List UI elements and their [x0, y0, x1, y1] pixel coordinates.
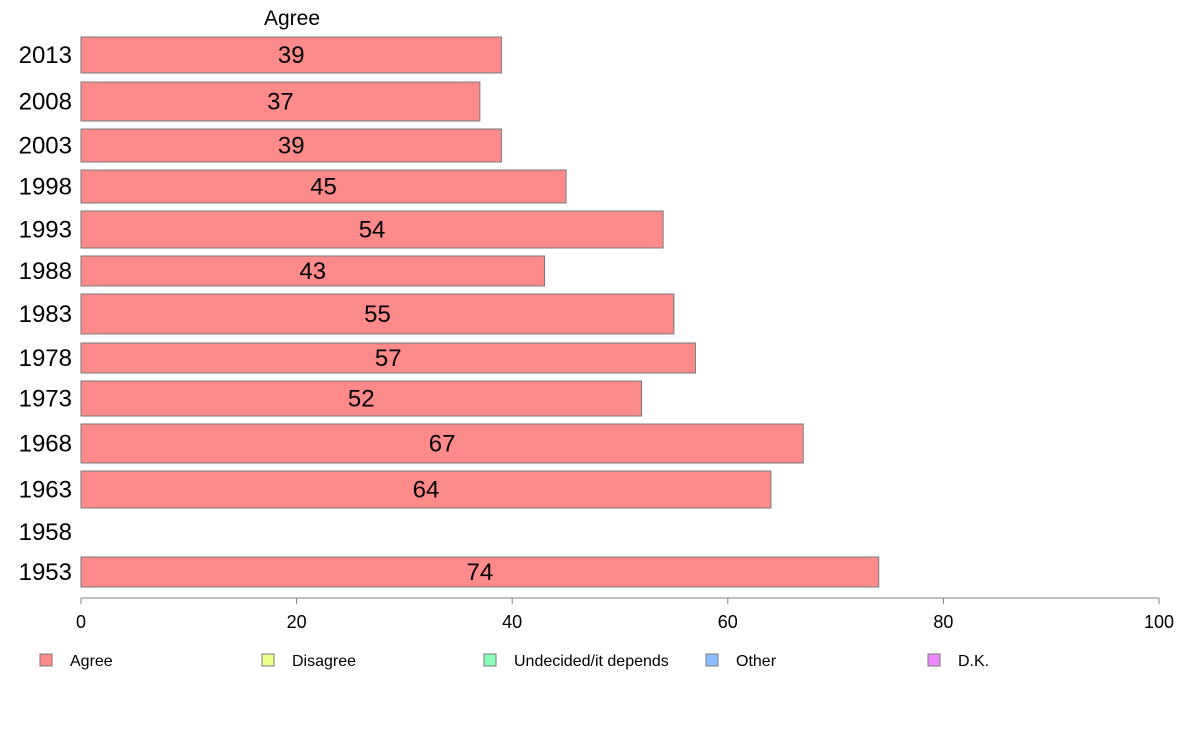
legend-label: D.K. — [958, 653, 989, 670]
bar-value-label: 67 — [429, 431, 456, 458]
x-tick-label: 40 — [502, 612, 522, 632]
bar-value-label: 37 — [267, 89, 294, 116]
category-label: 1978 — [19, 345, 72, 372]
bar-value-label: 39 — [278, 133, 305, 160]
bar-value-label: 43 — [299, 258, 326, 285]
category-label: 1968 — [19, 431, 72, 458]
column-title: Agree — [264, 7, 320, 30]
legend-swatch — [927, 653, 941, 667]
x-tick-label: 0 — [76, 612, 86, 632]
bar — [80, 380, 643, 417]
x-tick-label: 60 — [718, 612, 738, 632]
bar — [80, 342, 696, 374]
bar-value-label: 39 — [278, 42, 305, 69]
bar — [80, 556, 880, 588]
x-tick-label: 100 — [1144, 612, 1174, 632]
category-label: 1988 — [19, 258, 72, 285]
bar — [80, 128, 502, 163]
bar — [80, 255, 546, 287]
bar — [80, 36, 502, 74]
x-axis: 0 20 40 60 80 100 — [76, 597, 1174, 632]
category-label: 1973 — [19, 386, 72, 413]
legend-label: Undecided/it depends — [514, 653, 669, 670]
bar-value-label: 74 — [467, 559, 494, 586]
category-label: 2013 — [19, 42, 72, 69]
bar-value-label: 54 — [359, 217, 386, 244]
category-label: 1993 — [19, 217, 72, 244]
x-tick-label: 80 — [933, 612, 953, 632]
category-label: 2003 — [19, 133, 72, 160]
legend-label: Disagree — [292, 653, 356, 670]
legend-swatch — [483, 653, 497, 667]
category-label: 2008 — [19, 89, 72, 116]
category-label: 1963 — [19, 477, 72, 504]
category-labels: 2013 2008 2003 1998 1993 1988 1983 1978 1973 1968… — [19, 42, 72, 586]
bar — [80, 169, 567, 204]
legend-label: Agree — [70, 653, 113, 670]
bar — [80, 470, 772, 509]
bar-value-label: 45 — [310, 174, 337, 201]
category-label: 1958 — [19, 519, 72, 546]
bar — [80, 293, 675, 335]
legend-swatch — [705, 653, 719, 667]
x-tick-label: 20 — [287, 612, 307, 632]
category-label: 1953 — [19, 559, 72, 586]
bar-value-label: 55 — [364, 301, 391, 328]
category-label: 1983 — [19, 301, 72, 328]
legend-swatch — [39, 653, 53, 667]
bar-value-label: 52 — [348, 386, 375, 413]
bar-value-label: 57 — [375, 345, 402, 372]
bar — [80, 210, 664, 249]
legend-swatch — [261, 653, 275, 667]
category-label: 1998 — [19, 174, 72, 201]
bar — [80, 81, 481, 122]
bar — [80, 423, 804, 464]
legend: Agree Disagree Undecided/it depends Other D.… — [39, 653, 989, 670]
legend-label: Other — [736, 653, 777, 670]
bar-value-label: 64 — [413, 477, 440, 504]
